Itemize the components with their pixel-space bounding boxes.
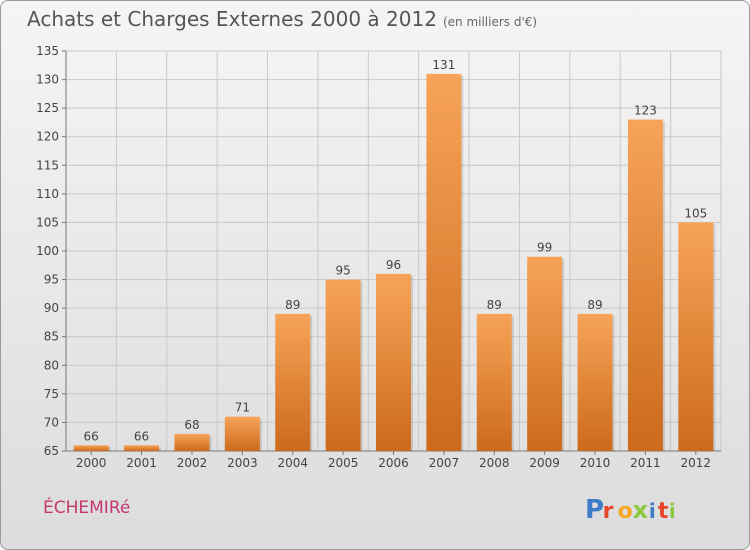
- bar: [275, 313, 311, 451]
- x-tick-label: 2002: [177, 456, 208, 470]
- data-labels: 66 66 68 71 89 95 96 131 89 99 89 123 105: [84, 58, 708, 443]
- data-label: 105: [684, 206, 707, 220]
- x-tick-label: 2008: [479, 456, 510, 470]
- y-axis-ticks: 65 70 75 80 85 90 95 100 105 110 115 120 125 130 135: [36, 44, 59, 458]
- logo-letter: o: [618, 499, 633, 524]
- bar: [124, 445, 160, 451]
- x-tick-label: 2001: [126, 456, 157, 470]
- y-tick-label: 90: [44, 301, 59, 315]
- x-tick-label: 2003: [227, 456, 258, 470]
- y-tick-label: 70: [44, 415, 59, 429]
- logo-letter: i: [669, 499, 676, 523]
- y-tick-label: 115: [36, 158, 59, 172]
- y-tick-label: 105: [36, 215, 59, 229]
- bar: [627, 119, 663, 452]
- bar: [325, 279, 361, 451]
- data-label: 66: [84, 429, 99, 443]
- data-label: 89: [587, 298, 602, 312]
- commune-name: ÉCHEMIRé: [43, 498, 131, 518]
- x-tick-label: 2009: [529, 456, 560, 470]
- y-tick-label: 135: [36, 44, 59, 58]
- chart-title-text: Achats et Charges Externes 2000 à 2012: [27, 7, 437, 31]
- bar: [476, 313, 512, 451]
- x-tick-label: 2006: [378, 456, 409, 470]
- bar: [224, 416, 260, 451]
- data-label: 95: [335, 264, 350, 278]
- bars: [73, 73, 716, 452]
- x-tick-label: 2012: [681, 456, 712, 470]
- y-tick-label: 85: [44, 330, 59, 344]
- y-tick-label: 75: [44, 387, 59, 401]
- x-tick-label: 2004: [277, 456, 308, 470]
- x-tick-label: 2007: [429, 456, 460, 470]
- x-axis-ticks: 2000 2001 2002 2003 2004 2005 2006 2007 2008 2009…: [76, 456, 711, 470]
- x-tick-label: 2005: [328, 456, 359, 470]
- data-label: 66: [134, 429, 149, 443]
- data-label: 99: [537, 241, 552, 255]
- logo-letter: x: [633, 496, 649, 524]
- logo-letters: Pr o x i t i: [585, 495, 676, 525]
- data-label: 131: [432, 58, 455, 72]
- bar: [527, 256, 563, 451]
- y-tick-label: 125: [36, 101, 59, 115]
- logo-letter: P: [585, 495, 604, 525]
- y-tick-label: 100: [36, 244, 59, 258]
- y-tick-label: 80: [44, 358, 59, 372]
- bar: [174, 433, 210, 451]
- logo-letter: i: [649, 499, 656, 523]
- data-label: 123: [634, 104, 657, 118]
- bar: [426, 73, 462, 451]
- bar: [678, 222, 714, 451]
- y-tick-label: 65: [44, 444, 59, 458]
- logo-letter: t: [658, 499, 669, 524]
- y-tick-label: 110: [36, 187, 59, 201]
- y-tick-label: 120: [36, 130, 59, 144]
- bar: [577, 313, 613, 451]
- data-label: 89: [487, 298, 502, 312]
- logo-letter: r: [603, 499, 614, 524]
- data-label: 71: [235, 401, 250, 415]
- x-tick-label: 2010: [580, 456, 611, 470]
- y-tick-label: 95: [44, 273, 59, 287]
- x-tick-label: 2011: [630, 456, 661, 470]
- proxiti-logo: Pr o x i t i: [585, 495, 676, 525]
- data-label: 96: [386, 258, 401, 272]
- chart-unit: (en milliers d'€): [442, 15, 538, 29]
- data-label: 68: [184, 418, 199, 432]
- chart-title: Achats et Charges Externes 2000 à 2012 (e…: [27, 7, 537, 31]
- bar: [73, 445, 109, 451]
- y-tick-label: 130: [36, 73, 59, 87]
- x-tick-label: 2000: [76, 456, 107, 470]
- data-label: 89: [285, 298, 300, 312]
- bar: [376, 273, 411, 451]
